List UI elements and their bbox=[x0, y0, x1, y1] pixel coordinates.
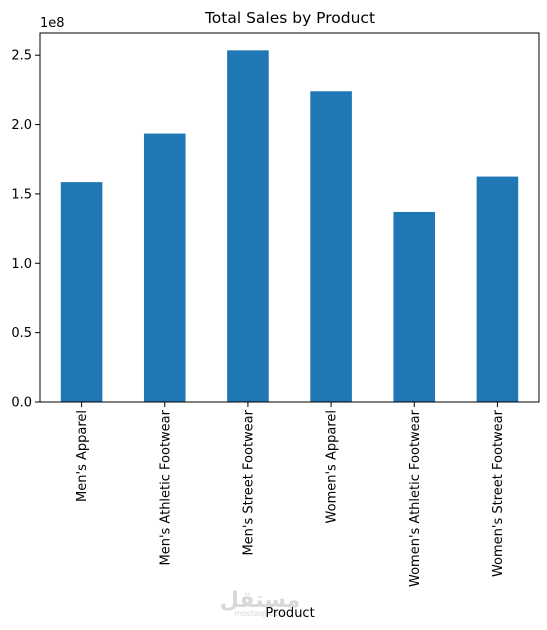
x-axis-label: Product bbox=[265, 606, 314, 621]
x-tick-label: Men's Street Footwear bbox=[241, 409, 256, 555]
y-axis-offset-label: 1e8 bbox=[40, 16, 65, 31]
bar bbox=[310, 91, 352, 402]
plot-frame bbox=[39, 32, 540, 403]
y-tick-label: 2.0 bbox=[11, 118, 32, 133]
ticks: 0.0 0.5 1.0 1.5 2.0 2.5 Men's Apparel Men's Ath… bbox=[11, 49, 506, 587]
bar bbox=[393, 211, 436, 402]
y-tick-label: 2.5 bbox=[11, 49, 32, 64]
bar bbox=[143, 133, 186, 402]
bar bbox=[227, 50, 269, 403]
bar bbox=[476, 176, 519, 402]
watermark-subtext: mostaql.com bbox=[234, 609, 286, 618]
x-tick-label: Women's Street Footwear bbox=[491, 409, 506, 577]
watermark-text: مستقل bbox=[220, 588, 300, 613]
y-tick-label: 1.0 bbox=[11, 257, 32, 272]
y-tick-label: 1.5 bbox=[11, 187, 32, 202]
x-tick-label: Women's Athletic Footwear bbox=[408, 409, 423, 587]
watermark-logo: مستقل mostaql.com bbox=[220, 588, 300, 618]
y-tick-label: 0.5 bbox=[11, 326, 32, 341]
x-tick-label: Women's Apparel bbox=[325, 410, 340, 523]
bars bbox=[60, 50, 519, 403]
y-tick-label: 0.0 bbox=[11, 396, 32, 411]
x-tick-label: Men's Apparel bbox=[75, 410, 90, 502]
x-tick-label: Men's Athletic Footwear bbox=[158, 409, 173, 565]
bar bbox=[60, 182, 103, 402]
axes bbox=[39, 32, 540, 403]
chart-title: Total Sales by Product bbox=[204, 9, 375, 27]
